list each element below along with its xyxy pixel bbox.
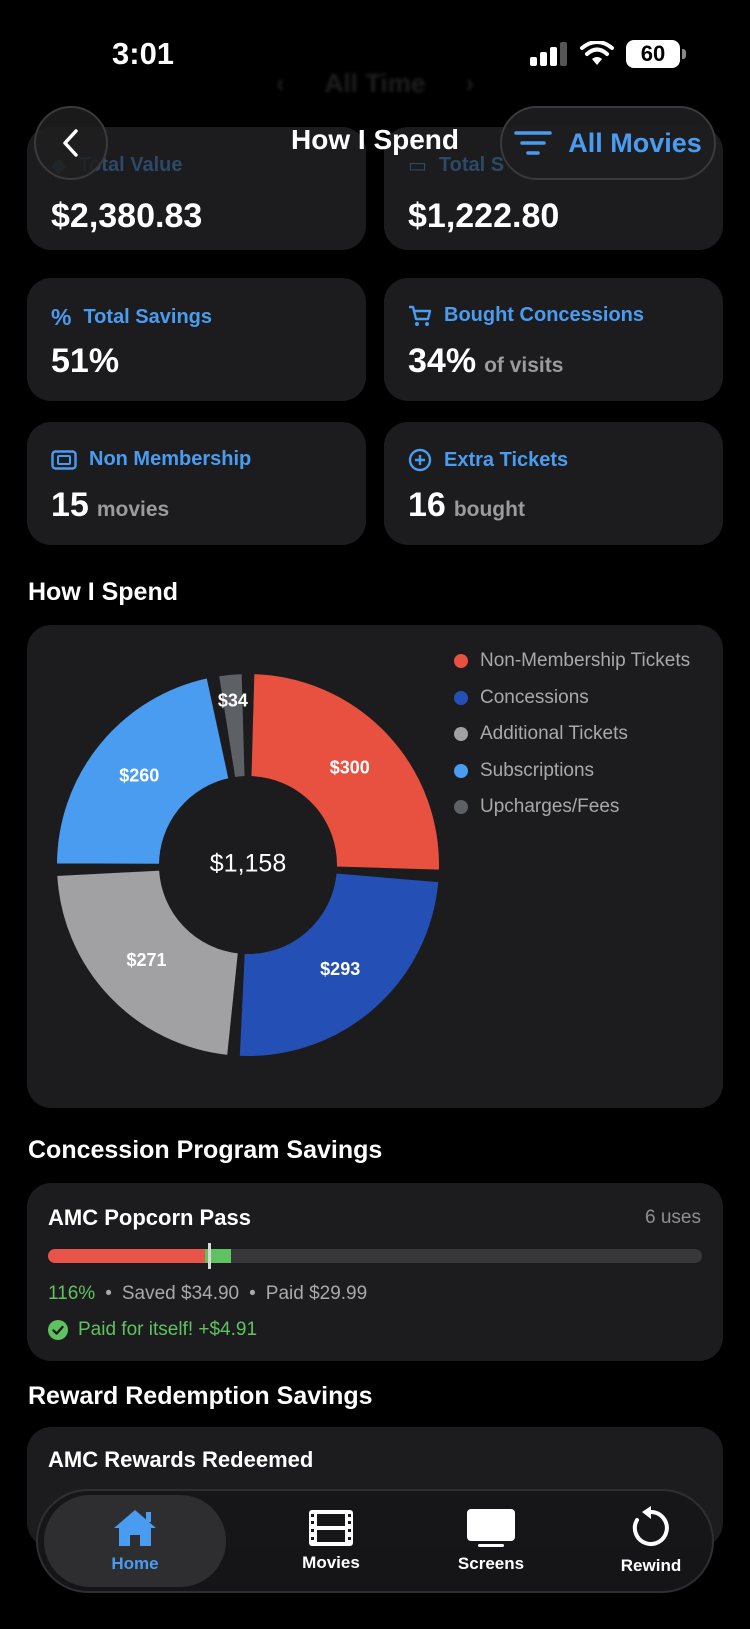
film-ticket-icon (51, 449, 77, 470)
stat-value: $1,222.80 (408, 197, 560, 235)
checkmark-circle-icon (48, 1320, 68, 1340)
chevron-left-icon: ‹ (275, 67, 285, 98)
legend-item-0: Non-Membership Tickets (454, 643, 690, 680)
donut-slice-0[interactable] (249, 672, 441, 872)
house-icon (114, 1510, 156, 1546)
donut-slice-label-4: $34 (218, 690, 248, 710)
stat-card-total-value: ◆ Total Value $2,380.83 (27, 127, 366, 250)
film-icon (309, 1510, 353, 1546)
tab-bar: Home Movies Screens Rewind (36, 1489, 714, 1593)
section-title-concession: Concession Program Savings (28, 1136, 383, 1164)
filter-label: All Movies (568, 127, 702, 158)
stat-card-bought-concessions: Bought Concessions 34% of visits (384, 278, 723, 401)
donut-slice-3[interactable] (55, 676, 231, 866)
legend-item-4: Upcharges/Fees (454, 789, 690, 826)
stat-label: % Total Savings (51, 304, 212, 330)
break-even-marker (208, 1243, 211, 1269)
stat-card-total-savings: % Total Savings 51% (27, 278, 366, 401)
legend-label-1: Concessions (480, 686, 589, 708)
spend-chart-card: $300 $293 $271 $260 $34 $1,158 Non-Membershi… (27, 625, 723, 1108)
stat-label: Non Membership (51, 448, 251, 471)
pass-uses: 6 uses (645, 1207, 701, 1228)
tab-rewind[interactable]: Rewind (566, 1491, 736, 1591)
pass-name: AMC Popcorn Pass (48, 1205, 251, 1230)
separator: • (105, 1283, 112, 1304)
legend-dot-0 (454, 654, 468, 669)
cart-icon (409, 305, 432, 326)
stat-value: 16 bought (408, 486, 525, 524)
cellular-signal-icon (530, 42, 567, 66)
status-icons: 60 (530, 40, 686, 68)
filter-icon (514, 131, 552, 155)
tab-home[interactable]: Home (44, 1495, 226, 1587)
nav-bar: How I Spend All Movies (0, 104, 750, 180)
stat-suffix: bought (453, 498, 525, 521)
stat-value: 51% (51, 342, 120, 380)
chevron-right-icon: › (465, 67, 474, 98)
filter-button[interactable]: All Movies (500, 106, 716, 180)
screen-icon (467, 1509, 515, 1547)
stat-card-extra-tickets: Extra Tickets 16 bought (384, 422, 723, 545)
stat-label: ▭ Total S (408, 154, 505, 177)
legend-label-4: Upcharges/Fees (480, 796, 620, 818)
stat-label: Bought Concessions (408, 304, 644, 327)
legend-item-2: Additional Tickets (454, 716, 690, 753)
legend-item-3: Subscriptions (454, 753, 690, 790)
rewind-icon (632, 1506, 669, 1546)
savings-percent: 116% (48, 1283, 96, 1304)
plus-circle-icon (408, 448, 432, 472)
separator: • (249, 1283, 256, 1304)
legend-dot-2 (454, 727, 468, 742)
spend-donut-chart: $300 $293 $271 $260 $34 $1,158 (55, 672, 441, 1058)
chevron-left-icon (63, 129, 78, 157)
legend-dot-1 (454, 690, 468, 705)
legend-label-0: Non-Membership Tickets (480, 650, 691, 672)
tab-screens[interactable]: Screens (406, 1491, 576, 1591)
donut-slice-2[interactable] (55, 868, 240, 1057)
legend-label-3: Subscriptions (480, 759, 595, 781)
status-bar: 3:01 60 (0, 0, 750, 110)
donut-slice-label-1: $293 (320, 959, 360, 979)
stat-value: 34% of visits (408, 342, 564, 380)
stat-card-total-spent: ▭ Total S $1,222.80 (384, 127, 723, 250)
chart-legend: Non-Membership Tickets Concessions Additio… (454, 643, 690, 826)
section-title-spend: How I Spend (28, 578, 178, 606)
paid-amount: Paid $29.99 (265, 1283, 368, 1304)
section-title-reward: Reward Redemption Savings (28, 1382, 373, 1410)
reward-name: AMC Rewards Redeemed (48, 1447, 314, 1472)
pass-stats: 116% • Saved $34.90 • Paid $29.99 (48, 1283, 367, 1305)
stat-label: Extra Tickets (408, 448, 568, 472)
status-time: 3:01 (112, 36, 175, 71)
legend-dot-3 (454, 763, 468, 778)
donut-center-total: $1,158 (210, 850, 286, 878)
period-selector-ghost: ‹ All Time › (0, 58, 750, 108)
period-label: All Time (324, 67, 426, 98)
legend-dot-4 (454, 800, 468, 815)
savings-progress-bar (48, 1249, 702, 1263)
legend-label-2: Additional Tickets (480, 723, 628, 745)
tab-movies[interactable]: Movies (246, 1491, 416, 1591)
legend-item-1: Concessions (454, 680, 690, 717)
stat-suffix: movies (96, 498, 170, 521)
donut-slice-label-3: $260 (119, 766, 159, 786)
donut-slice-4[interactable] (217, 672, 247, 780)
battery-indicator: 60 (626, 40, 686, 68)
stat-value: 15 movies (51, 486, 170, 524)
wifi-icon (580, 41, 614, 65)
paid-for-itself-note: Paid for itself! +$4.91 (48, 1319, 257, 1341)
stat-suffix: of visits (484, 354, 564, 377)
ticket-icon: ▭ (408, 155, 427, 177)
page-title: How I Spend (291, 124, 459, 155)
saved-amount: Saved $34.90 (121, 1283, 240, 1304)
stat-value: $2,380.83 (51, 197, 203, 235)
popcorn-pass-card[interactable]: AMC Popcorn Pass 6 uses 116% • Saved $34… (27, 1183, 723, 1361)
donut-slice-label-0: $300 (330, 758, 370, 778)
donut-slice-label-2: $271 (126, 950, 166, 970)
back-button[interactable] (34, 106, 108, 180)
progress-paid-segment (48, 1249, 205, 1263)
stat-card-non-membership: Non Membership 15 movies (27, 422, 366, 545)
percent-icon: % (51, 304, 72, 330)
donut-slice-1[interactable] (237, 871, 441, 1058)
progress-saved-segment (204, 1249, 232, 1263)
